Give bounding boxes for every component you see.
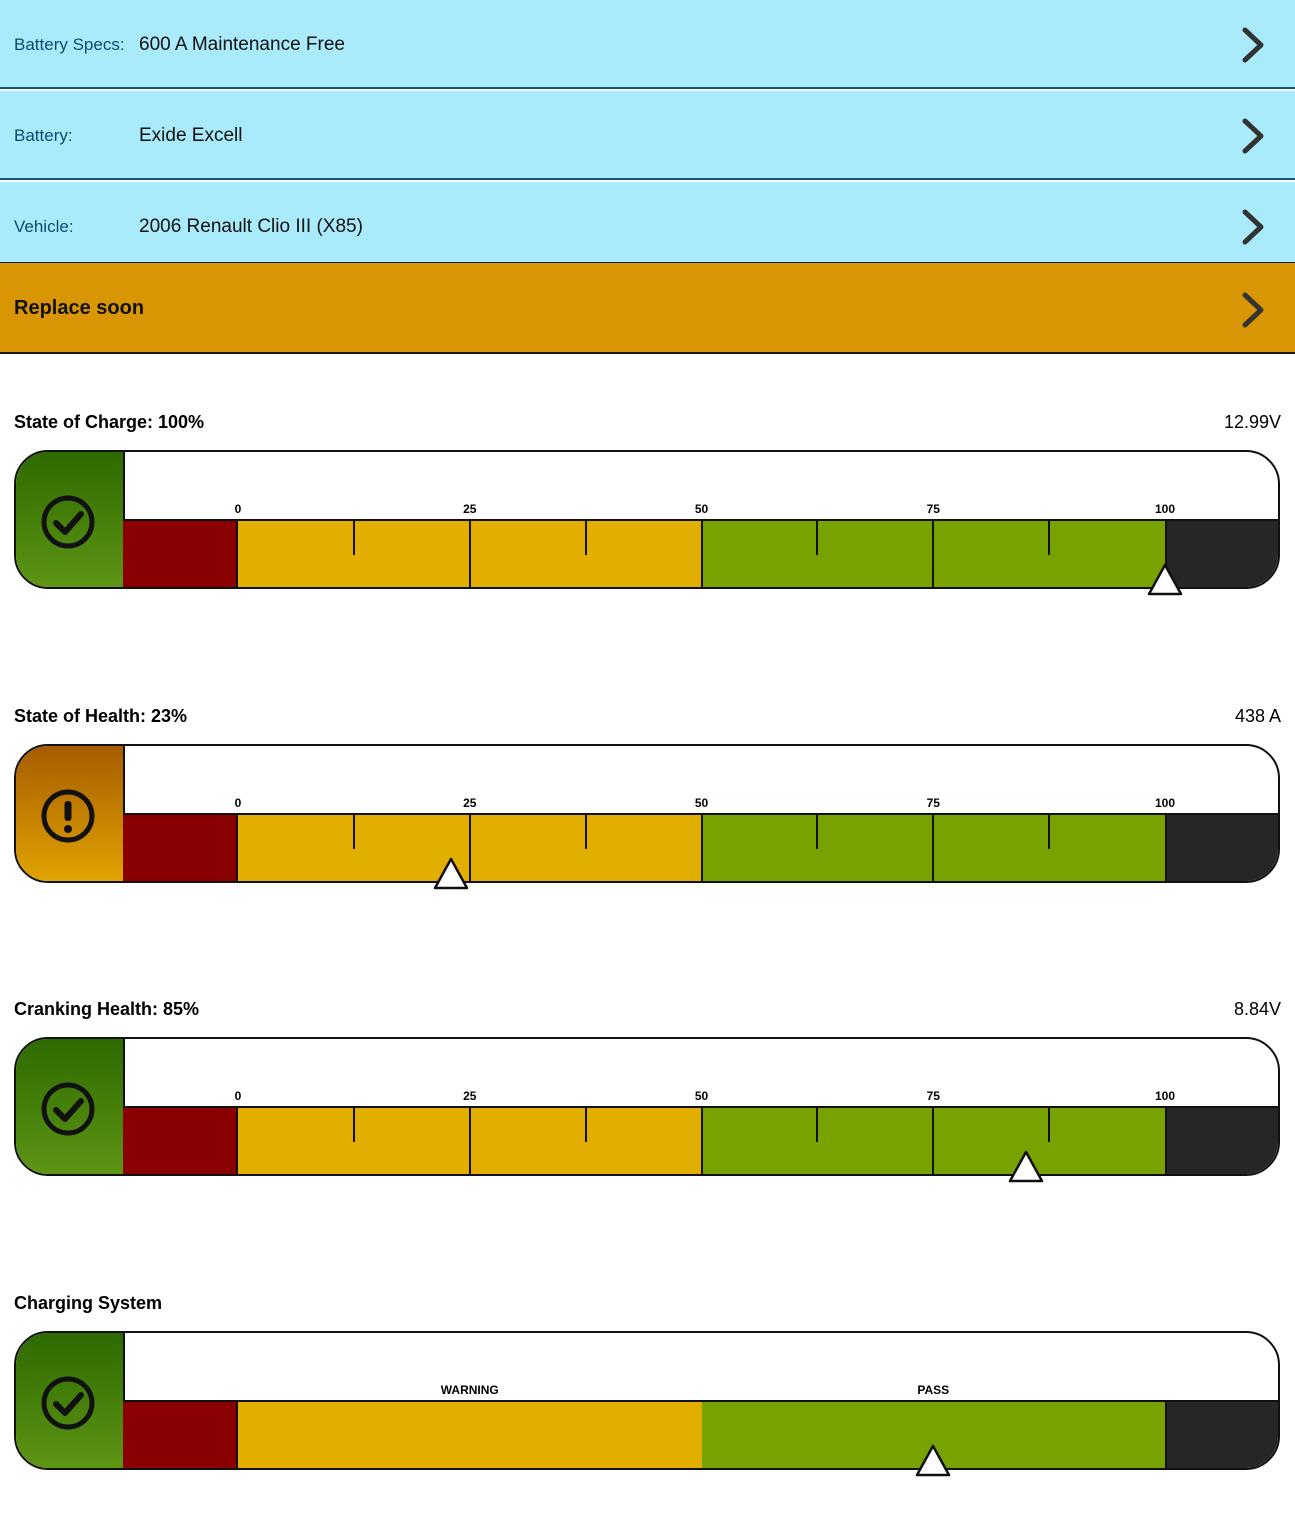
- gauge-segment-dark: [1165, 1402, 1278, 1468]
- gauge-scale-label: 0: [234, 502, 242, 516]
- gauge-scale-label: 25: [463, 796, 477, 810]
- gauge-tick: [932, 815, 935, 881]
- check-icon: [41, 495, 95, 549]
- gauge-tick: [584, 815, 587, 849]
- value-marker-icon: [1008, 1150, 1044, 1183]
- gauge-scale-label: 50: [694, 502, 709, 516]
- gauge-scale-label: 0: [234, 796, 242, 810]
- check-icon: [41, 1376, 95, 1430]
- gauge-reading: 12.99V: [1223, 412, 1281, 432]
- gauge-scale-label: 100: [1154, 502, 1176, 516]
- status-icon-box: [16, 1333, 125, 1468]
- gauge-title: State of Health: 23%: [14, 706, 188, 726]
- gauge-reading: 8.84V: [1233, 999, 1281, 1019]
- gauge-title: Charging System: [14, 1293, 163, 1313]
- gauge-scale-label: 100: [1154, 1089, 1176, 1103]
- status-icon-box: [16, 452, 125, 587]
- gauge-scale-label: 75: [926, 1089, 940, 1103]
- battery-specs-value: 600 A Maintenance Free: [139, 34, 345, 55]
- gauge-bar: [123, 1106, 1278, 1174]
- gauge-segment-red: [123, 1402, 238, 1468]
- gauge-tick: [700, 1108, 703, 1174]
- gauge-tick: [700, 521, 703, 587]
- value-marker-icon: [1147, 563, 1183, 596]
- gauge-scale-label: PASS: [917, 1383, 950, 1397]
- gauge-scale-label: 0: [234, 1089, 242, 1103]
- status-icon-box: [16, 1039, 125, 1174]
- gauge-bar: [123, 813, 1278, 881]
- gauge-title: State of Charge: 100%: [14, 412, 205, 432]
- gauge-segment-red: [123, 521, 238, 587]
- gauge-2: 0 25 50 75 100: [14, 1037, 1280, 1176]
- gauge-scale-label: 25: [463, 502, 477, 516]
- gauge-reading: 438 A: [1234, 706, 1281, 726]
- gauge-title: Cranking Health: 85%: [14, 999, 200, 1019]
- gauge-tick: [468, 521, 471, 587]
- gauge-scale-label: 25: [463, 1089, 477, 1103]
- gauge-scale-label: 100: [1154, 796, 1176, 810]
- gauge-segment-dark: [1165, 521, 1278, 587]
- vehicle-row[interactable]: Vehicle: 2006 Renault Clio III (X85): [0, 182, 1295, 271]
- chevron-right-icon: [1242, 292, 1264, 328]
- gauge-tick: [468, 815, 471, 881]
- battery-value: Exide Excell: [139, 125, 243, 146]
- chevron-right-icon: [1242, 27, 1264, 63]
- gauge-tick: [584, 521, 587, 555]
- gauge-scale-label: 75: [926, 796, 940, 810]
- gauge-tick: [352, 1108, 355, 1142]
- gauge-tick: [1048, 1108, 1051, 1142]
- value-marker-icon: [916, 1444, 951, 1477]
- gauge-1: 0 25 50 75 100: [14, 744, 1280, 883]
- gauge-scale-label: 50: [694, 796, 709, 810]
- gauge-tick: [932, 1108, 935, 1174]
- gauge-segment-yellow: [238, 1402, 702, 1468]
- gauge-tick: [816, 1108, 819, 1142]
- gauge-tick: [352, 521, 355, 555]
- gauge-scale-label: 50: [694, 1089, 709, 1103]
- battery-specs-row[interactable]: Battery Specs: 600 A Maintenance Free: [0, 0, 1295, 89]
- status-icon-box: [16, 746, 125, 881]
- gauge-tick: [816, 815, 819, 849]
- chevron-right-icon: [1242, 118, 1264, 154]
- gauge-0: 0 25 50 75 100: [14, 450, 1280, 589]
- gauge-tick: [468, 1108, 471, 1174]
- gauge-scale-label: WARNING: [440, 1383, 499, 1397]
- battery-row[interactable]: Battery: Exide Excell: [0, 91, 1295, 180]
- battery-label: Battery:: [14, 126, 73, 145]
- gauge-3: WARNING PASS: [14, 1331, 1280, 1470]
- gauge-tick: [1048, 521, 1051, 555]
- exclamation-icon: [41, 789, 95, 843]
- gauge-tick: [816, 521, 819, 555]
- replace-soon-text: Replace soon: [14, 297, 145, 319]
- check-icon: [41, 1082, 95, 1136]
- gauge-bar: [123, 519, 1278, 587]
- gauge-segment-red: [123, 815, 238, 881]
- gauge-scale-label: 75: [926, 502, 940, 516]
- replace-soon-row[interactable]: Replace soon: [0, 262, 1295, 354]
- gauge-tick: [584, 1108, 587, 1142]
- chevron-right-icon: [1242, 209, 1264, 245]
- vehicle-value: 2006 Renault Clio III (X85): [139, 216, 363, 237]
- gauge-tick: [700, 815, 703, 881]
- gauge-tick: [1048, 815, 1051, 849]
- battery-specs-label: Battery Specs:: [14, 35, 125, 54]
- gauge-segment-dark: [1165, 1108, 1278, 1174]
- gauge-tick: [352, 815, 355, 849]
- gauge-segment-dark: [1165, 815, 1278, 881]
- value-marker-icon: [433, 857, 469, 890]
- gauge-tick: [932, 521, 935, 587]
- gauge-segment-red: [123, 1108, 238, 1174]
- gauge-bar: [123, 1400, 1278, 1468]
- vehicle-label: Vehicle:: [14, 217, 74, 236]
